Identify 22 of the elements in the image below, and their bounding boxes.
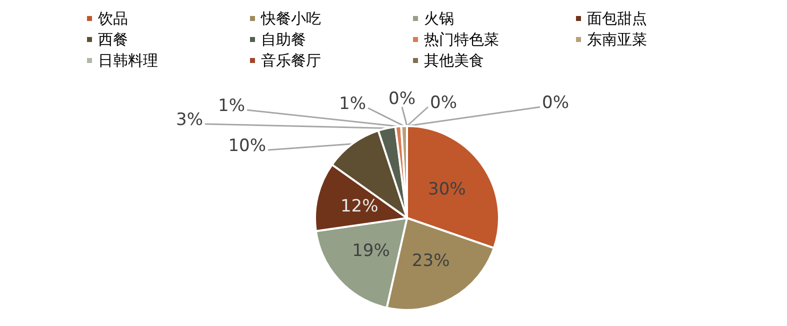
data-label: 19% [352,241,390,262]
legend-label: 热门特色菜 [424,30,499,48]
legend-label: 日韩料理 [98,52,158,70]
data-label: 1% [218,96,245,116]
legend-label: 其他美食 [424,52,484,70]
legend-label: 西餐 [98,30,128,48]
data-label: 1% [339,94,366,114]
legend-label: 快餐小吃 [260,10,321,28]
legend-label: 饮品 [97,10,128,28]
legend-label: 自助餐 [261,30,306,48]
legend-label: 东南亚菜 [587,30,647,48]
text: 0% [388,89,416,109]
data-label: 3% [176,110,203,130]
data-label: 12% [340,196,378,216]
legend-label: 火锅 [424,10,454,28]
text: 0% [542,93,569,113]
data-label: 30% [428,180,466,200]
legend-label: 面包甜点 [587,10,647,28]
text: 0% [430,93,457,113]
legend-label: 音乐餐厅 [261,52,321,70]
data-label: 10% [228,136,266,156]
data-label: 23% [412,250,450,271]
